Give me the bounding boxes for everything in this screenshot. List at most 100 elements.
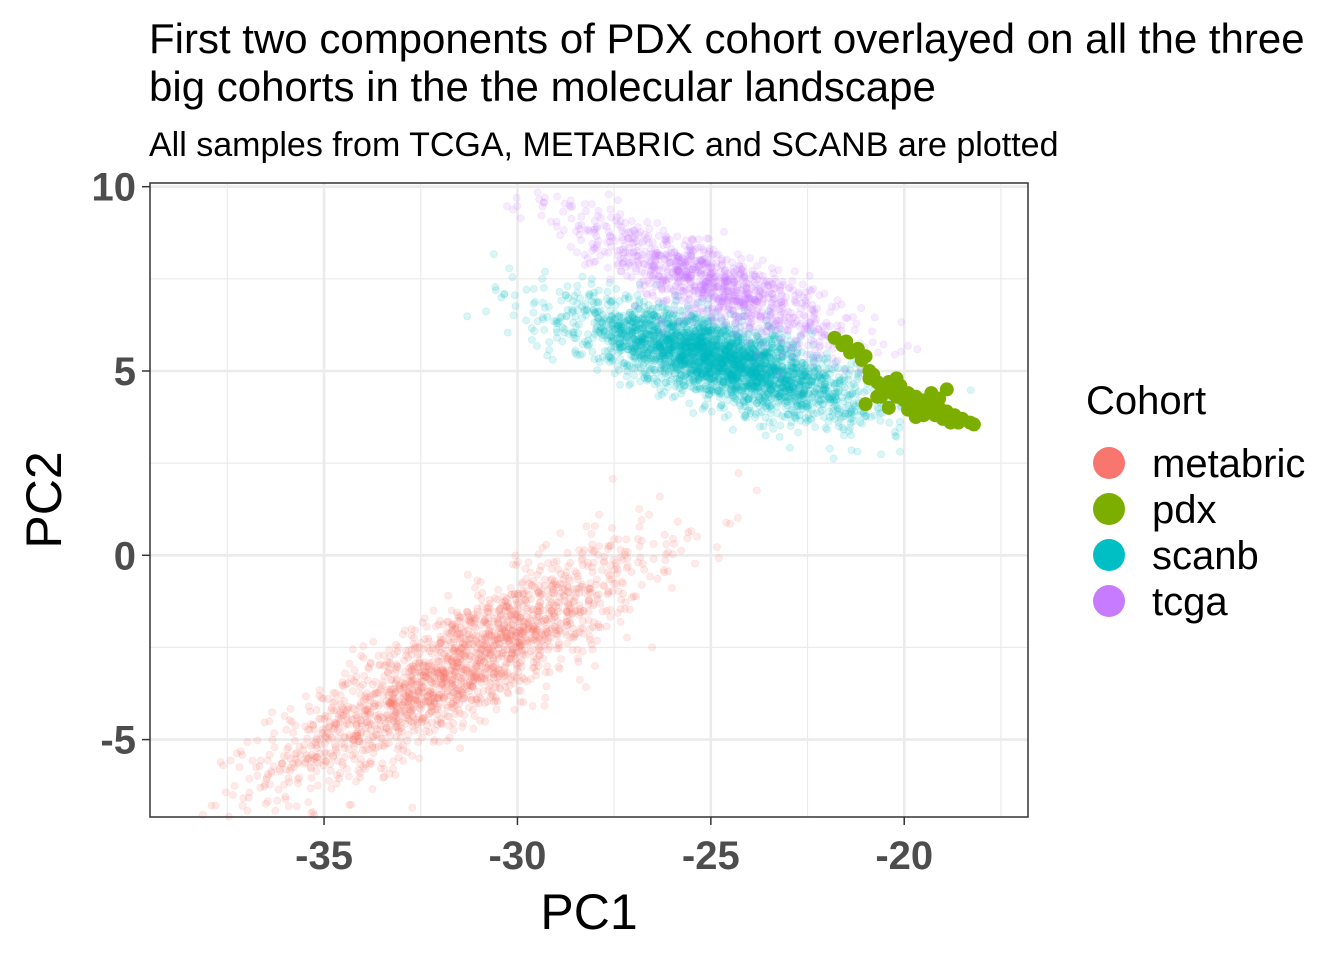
point-metabric bbox=[649, 539, 658, 548]
point-metabric bbox=[340, 753, 349, 762]
point-metabric bbox=[538, 543, 547, 552]
point-metabric bbox=[476, 716, 485, 725]
point-metabric bbox=[523, 639, 532, 648]
point-scanb bbox=[631, 352, 640, 361]
point-metabric bbox=[420, 635, 429, 644]
point-metabric bbox=[406, 677, 415, 686]
point-metabric bbox=[573, 645, 582, 654]
point-metabric bbox=[471, 614, 480, 623]
point-metabric bbox=[502, 602, 511, 611]
point-metabric bbox=[256, 783, 265, 792]
point-scanb bbox=[723, 337, 732, 346]
point-metabric bbox=[474, 632, 483, 641]
point-metabric bbox=[560, 571, 569, 580]
point-metabric bbox=[485, 626, 494, 635]
point-metabric bbox=[631, 592, 640, 601]
point-metabric bbox=[355, 737, 364, 746]
point-metabric bbox=[512, 648, 521, 657]
point-scanb bbox=[584, 330, 593, 339]
point-metabric bbox=[588, 563, 597, 572]
point-metabric bbox=[493, 595, 502, 604]
point-metabric bbox=[531, 671, 540, 680]
point-metabric bbox=[485, 595, 494, 604]
point-metabric bbox=[306, 720, 315, 729]
point-metabric bbox=[318, 725, 327, 734]
point-metabric bbox=[582, 522, 591, 531]
point-scanb bbox=[563, 282, 572, 291]
point-metabric bbox=[484, 607, 493, 616]
point-metabric bbox=[321, 757, 330, 766]
point-metabric bbox=[393, 663, 402, 672]
point-metabric bbox=[586, 584, 595, 593]
point-metabric bbox=[479, 641, 488, 650]
point-metabric bbox=[442, 674, 451, 683]
point-metabric bbox=[578, 548, 587, 557]
point-metabric bbox=[396, 684, 405, 693]
point-scanb bbox=[508, 273, 517, 282]
point-metabric bbox=[487, 644, 496, 653]
point-metabric bbox=[585, 584, 594, 593]
point-scanb bbox=[794, 428, 803, 437]
point-metabric bbox=[508, 607, 517, 616]
point-metabric bbox=[543, 662, 552, 671]
point-metabric bbox=[333, 771, 342, 780]
point-scanb bbox=[840, 383, 849, 392]
point-metabric bbox=[457, 644, 466, 653]
point-metabric bbox=[384, 727, 393, 736]
point-scanb bbox=[593, 313, 602, 322]
point-metabric bbox=[471, 583, 480, 592]
point-metabric bbox=[512, 599, 521, 608]
point-metabric bbox=[536, 628, 545, 637]
point-metabric bbox=[589, 599, 598, 608]
point-metabric bbox=[454, 673, 463, 682]
point-metabric bbox=[442, 646, 451, 655]
point-metabric bbox=[587, 529, 596, 538]
point-scanb bbox=[751, 410, 760, 419]
point-metabric bbox=[374, 742, 383, 751]
point-metabric bbox=[472, 649, 481, 658]
point-tcga bbox=[516, 214, 525, 223]
point-metabric bbox=[404, 730, 413, 739]
point-metabric bbox=[456, 638, 465, 647]
point-metabric bbox=[450, 624, 459, 633]
point-metabric bbox=[618, 579, 627, 588]
point-metabric bbox=[414, 688, 423, 697]
point-metabric bbox=[260, 718, 269, 727]
point-metabric bbox=[421, 658, 430, 667]
point-scanb bbox=[574, 329, 583, 338]
point-metabric bbox=[578, 554, 587, 563]
point-metabric bbox=[508, 645, 517, 654]
point-scanb bbox=[654, 392, 663, 401]
point-metabric bbox=[360, 671, 369, 680]
point-metabric bbox=[465, 640, 474, 649]
point-metabric bbox=[410, 695, 419, 704]
point-metabric bbox=[690, 559, 699, 568]
point-metabric bbox=[602, 622, 611, 631]
point-metabric bbox=[386, 660, 395, 669]
point-scanb bbox=[618, 326, 627, 335]
point-metabric bbox=[288, 759, 297, 768]
point-metabric bbox=[556, 529, 565, 538]
point-metabric bbox=[552, 580, 561, 589]
point-metabric bbox=[733, 513, 742, 522]
point-scanb bbox=[785, 443, 794, 452]
point-metabric bbox=[285, 766, 294, 775]
point-metabric bbox=[447, 679, 456, 688]
point-metabric bbox=[320, 739, 329, 748]
point-metabric bbox=[599, 558, 608, 567]
point-metabric bbox=[376, 716, 385, 725]
point-scanb bbox=[692, 329, 701, 338]
point-metabric bbox=[326, 766, 335, 775]
point-scanb bbox=[844, 395, 853, 404]
point-metabric bbox=[609, 555, 618, 564]
point-metabric bbox=[495, 605, 504, 614]
point-metabric bbox=[528, 664, 537, 673]
point-metabric bbox=[513, 557, 522, 566]
point-metabric bbox=[478, 602, 487, 611]
point-metabric bbox=[473, 662, 482, 671]
point-scanb bbox=[755, 394, 764, 403]
point-metabric bbox=[477, 656, 486, 665]
point-metabric bbox=[599, 581, 608, 590]
point-metabric bbox=[416, 705, 425, 714]
point-metabric bbox=[399, 741, 408, 750]
